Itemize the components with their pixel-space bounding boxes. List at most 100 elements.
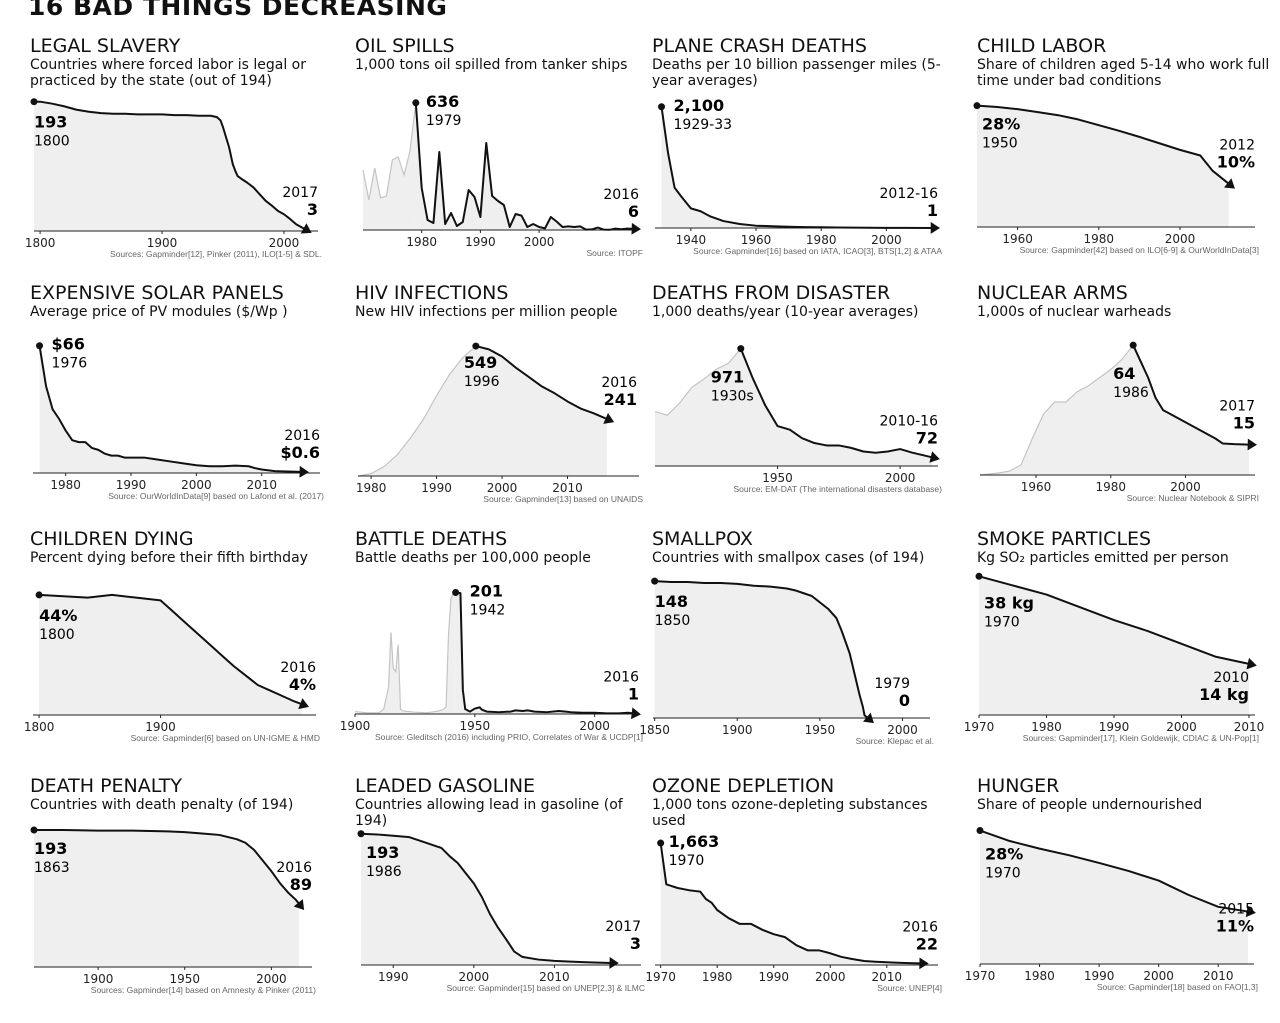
start-value-label: 148 <box>655 592 688 611</box>
start-point <box>472 342 480 350</box>
x-tick-label: 2000 <box>1170 480 1201 494</box>
end-year-label: 2012 <box>1219 138 1255 154</box>
end-value-label: 0 <box>899 691 910 710</box>
x-tick-label: 1990 <box>421 481 452 495</box>
end-year-label: 2010-16 <box>880 413 939 429</box>
end-year-label: 1979 <box>874 676 910 692</box>
end-value-label: 241 <box>604 390 637 409</box>
x-tick-label: 2000 <box>524 235 555 249</box>
start-point <box>737 345 745 353</box>
x-tick-label: 1940 <box>676 233 707 247</box>
x-tick-label: 1990 <box>1099 720 1130 734</box>
chart-title: EXPENSIVE SOLAR PANELS <box>30 282 284 304</box>
ghost-series-line <box>357 345 477 477</box>
start-value-label: 549 <box>464 353 497 372</box>
series-area <box>34 101 305 231</box>
start-value-label: 636 <box>426 92 459 111</box>
end-arrow <box>299 465 309 478</box>
x-tick-label: 1950 <box>805 723 836 737</box>
chart-title: DEATH PENALTY <box>30 775 182 797</box>
start-value-label: $66 <box>52 335 85 354</box>
end-arrow <box>293 899 305 911</box>
start-year-label: 1986 <box>1113 385 1149 401</box>
x-tick-label: 1900 <box>145 720 176 734</box>
series-line <box>979 829 1249 913</box>
chart-subtitle: Countries with death penalty (of 194) <box>30 797 294 813</box>
x-tick-label: 2000 <box>256 972 287 986</box>
end-value-label: 15 <box>1233 414 1255 433</box>
x-tick-label: 2000 <box>1166 720 1197 734</box>
chart-title: NUCLEAR ARMS <box>977 282 1128 304</box>
source-note: Sources: Gapminder[12], Pinker (2011), I… <box>110 249 322 259</box>
chart-subtitle: Countries allowing lead in gasoline (of … <box>355 797 623 829</box>
chart-title: LEGAL SLAVERY <box>30 35 181 57</box>
x-tick-label: 1900 <box>147 236 178 250</box>
start-value-label: 193 <box>366 843 399 862</box>
x-tick-label: 1980 <box>806 233 837 247</box>
source-note: Sources: Gapminder[14] based on Amnesty … <box>90 985 316 995</box>
x-tick-label: 1990 <box>758 970 789 984</box>
x-tick-label: 2010 <box>246 478 277 492</box>
start-point <box>452 588 460 596</box>
start-value-label: 38 kg <box>984 593 1034 612</box>
start-value-label: 193 <box>34 839 67 858</box>
ghost-series-line <box>654 348 742 416</box>
start-year-label: 1986 <box>366 864 402 880</box>
ghost-area <box>655 348 741 466</box>
ghost-series-line <box>354 591 456 714</box>
end-value-label: 22 <box>916 934 938 953</box>
x-tick-label: 1850 <box>639 723 670 737</box>
series-area <box>980 830 1248 964</box>
series-area <box>34 829 300 967</box>
series-line <box>1132 344 1250 446</box>
start-value-label: 28% <box>982 115 1020 134</box>
series-line <box>34 828 300 905</box>
start-point <box>651 577 659 585</box>
x-tick-label: 1990 <box>116 478 147 492</box>
x-tick-label: 1960 <box>741 233 772 247</box>
ghost-area <box>980 345 1134 475</box>
chart-subtitle: 1,000 deaths/year (10-year averages) <box>652 304 919 320</box>
ghost-series-line <box>362 102 417 201</box>
start-point <box>412 99 420 107</box>
start-point <box>976 827 984 835</box>
source-note: Source: Nuclear Notebook & SIPRI <box>1126 493 1259 503</box>
x-tick-label: 2010 <box>872 970 903 984</box>
x-tick-label: 1900 <box>722 723 753 737</box>
series-line <box>739 348 933 459</box>
source-note: Source: Klepac et al. <box>855 736 934 746</box>
source-note: Source: Gapminder[42] based on ILO[6-9] … <box>1019 245 1259 255</box>
chart-panel: DEATHS FROM DISASTER 1,000 deaths/year (1… <box>652 282 972 530</box>
start-value-label: 64 <box>1113 364 1135 383</box>
series-line <box>660 106 933 229</box>
end-arrow <box>630 707 641 720</box>
series-area <box>977 105 1229 227</box>
x-tick-label: 2000 <box>459 970 490 984</box>
chart-panel: PLANE CRASH DEATHS Deaths per 10 billion … <box>652 35 972 283</box>
chart-title: SMOKE PARTICLES <box>977 528 1152 550</box>
start-year-label: 1863 <box>34 860 70 876</box>
end-year-label: 2017 <box>605 919 641 935</box>
end-arrow <box>1247 438 1257 451</box>
end-arrow <box>919 957 929 970</box>
x-tick-label: 1800 <box>24 720 55 734</box>
x-tick-label: 1980 <box>1095 480 1126 494</box>
start-point <box>357 830 365 838</box>
x-tick-label: 2000 <box>1143 969 1174 983</box>
x-tick-label: 2010 <box>1203 969 1234 983</box>
x-tick-label: 2010 <box>552 481 583 495</box>
end-year-label: 2017 <box>282 185 318 201</box>
end-arrow <box>1246 657 1257 670</box>
x-tick-label: 1970 <box>645 970 676 984</box>
x-tick-label: 1980 <box>1084 232 1115 246</box>
end-value-label: 6 <box>628 202 639 221</box>
start-value-label: 28% <box>985 845 1023 864</box>
x-tick-label: 1900 <box>83 972 114 986</box>
x-tick-label: 2000 <box>1165 232 1196 246</box>
source-note: Source: Gapminder[13] based on UNAIDS <box>483 494 643 504</box>
x-tick-label: 1900 <box>340 719 371 733</box>
